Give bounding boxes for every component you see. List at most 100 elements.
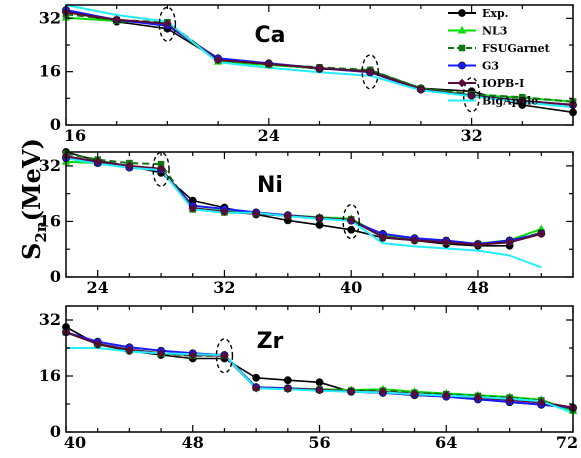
x-tick-label: 48 [467,278,489,297]
data-point-iopb-i [188,350,198,360]
data-point-exp- [347,225,356,234]
data-point-iopb-i [346,215,356,225]
y-tick-label: 16 [39,366,61,385]
plot-frame [65,305,574,433]
series-line-bigapple [65,4,574,109]
data-point-iopb-i [315,63,324,73]
data-point-iopb-i [467,91,476,101]
x-tick-label: 24 [87,278,109,297]
data-point-iopb-i [264,59,274,69]
data-point-iopb-i [378,387,388,397]
data-point-iopb-i [346,387,356,396]
y-tick-label: 16 [39,62,61,81]
data-point-iopb-i [410,235,419,245]
y-tick-label: 0 [50,422,61,441]
data-point-iopb-i [473,393,483,402]
legend-label: Exp. [482,7,508,20]
panel-title: Ni [257,173,283,198]
magic-number-marker [215,338,234,374]
magic-number-marker [152,151,170,188]
data-point-iopb-i [537,398,546,407]
x-tick-label: 40 [64,433,86,452]
legend-label: FSUGarnet [482,42,551,55]
y-axis-label-main: S [17,243,46,260]
data-point-iopb-i [505,237,514,247]
y-tick-label: 32 [39,8,61,27]
magic-number-marker [361,54,379,90]
series-line-bigapple [65,157,542,269]
legend: Exp. NL3 FSUGarnet G3 IOPB-I BigApple [448,7,551,108]
panel-zr: 40 48 56 64 72 0 16 32 Zr [39,305,578,452]
legend-marker [458,9,466,17]
data-point-iopb-i [315,213,324,223]
legend-label: IOPB-I [482,77,524,90]
legend-marker [457,26,467,34]
x-tick-label: 64 [435,433,457,452]
x-tick-label: 32 [213,278,235,297]
data-point-iopb-i [220,207,229,217]
y-axis-label-sub: 2n [32,221,50,242]
data-point-iopb-i [213,55,223,65]
panel-title: Ca [255,23,286,48]
data-point-exp- [315,221,324,229]
series-line-iopb-i [65,155,542,246]
y-tick-label: 0 [50,115,61,134]
panel-ni: 24 32 40 48 0 16 32 Ni [39,148,574,297]
series-line-fsugarnet [65,152,542,245]
x-tick-label: 40 [340,278,362,297]
data-point-iopb-i [518,96,527,106]
y-tick-label: 16 [39,211,61,230]
series-line-g3 [65,157,542,245]
legend-marker [458,61,466,70]
data-point-iopb-i [441,237,451,247]
legend-label: BigApple [482,95,538,108]
data-point-iopb-i [112,15,121,24]
data-point-iopb-i [283,211,293,221]
data-point-iopb-i [125,161,134,171]
x-tick-label: 48 [182,433,204,452]
data-point-iopb-i [220,351,229,360]
x-tick-label: 16 [64,126,86,145]
data-point-iopb-i [163,19,172,28]
data-point-exp- [252,373,261,382]
x-tick-label: 32 [460,126,482,145]
data-point-iopb-i [537,229,546,239]
data-point-iopb-i [410,389,419,399]
legend-marker [458,44,466,52]
y-axis-label: S2n(MeV) [17,138,50,260]
magic-number-marker [462,77,481,113]
data-point-fsugarnet [157,160,165,168]
legend-marker [457,78,467,88]
magic-number-marker [342,203,360,240]
series-line-nl3 [65,160,542,245]
panel-title: Zr [257,329,284,354]
y-tick-label: 0 [50,267,61,286]
data-point-iopb-i [251,209,261,219]
legend-label: G3 [482,60,499,73]
data-point-iopb-i [156,164,166,173]
data-point-iopb-i [251,383,261,393]
data-point-iopb-i [441,390,451,400]
data-point-iopb-i [416,85,426,94]
y-tick-label: 32 [39,310,61,329]
data-point-iopb-i [188,203,198,213]
data-point-iopb-i [378,232,388,242]
legend-label: NL3 [482,25,507,38]
magic-number-marker [158,6,177,42]
panel-ca: 16 24 3201632CaExp.NL3FSUGarnetG3IOPB-IBig… [39,4,578,145]
data-point-iopb-i [315,385,324,395]
data-point-iopb-i [283,384,293,394]
data-point-exp- [283,376,292,385]
data-point-iopb-i [125,345,134,355]
data-point-iopb-i [156,348,166,358]
y-axis-label-unit: (MeV) [17,138,46,221]
y-tick-label: 32 [39,156,61,175]
data-point-iopb-i [365,67,375,76]
data-point-iopb-i [505,395,514,405]
data-point-iopb-i [473,240,483,250]
data-point-iopb-i [93,157,102,167]
x-tick-label: 56 [308,433,330,452]
data-point-iopb-i [93,339,102,349]
x-tick-label: 24 [258,126,280,145]
